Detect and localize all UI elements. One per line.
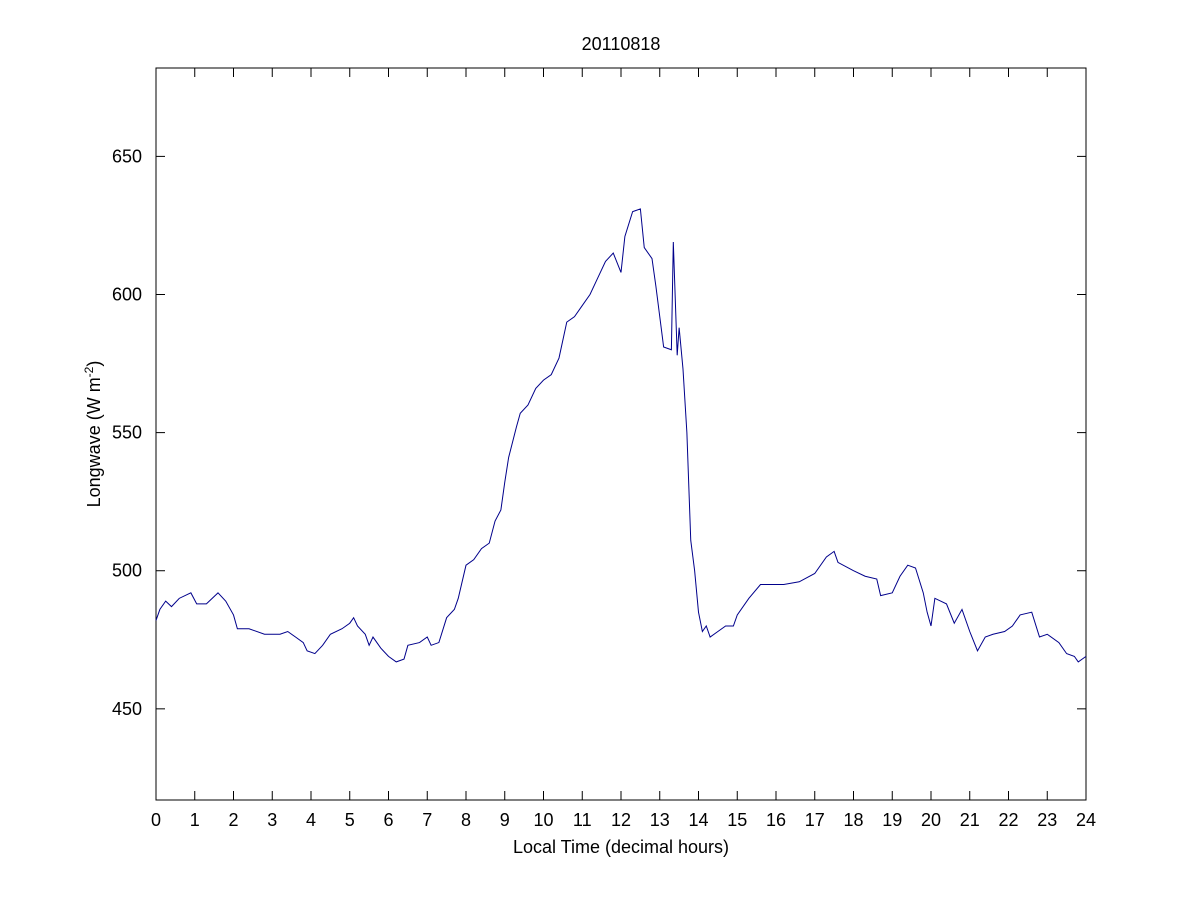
x-tick-label: 19 <box>882 810 902 830</box>
x-tick-label: 4 <box>306 810 316 830</box>
y-axis-label-end: ) <box>84 361 104 367</box>
y-axis-label: Longwave (W m-2) <box>82 361 104 508</box>
x-tick-label: 24 <box>1076 810 1096 830</box>
x-tick-label: 14 <box>688 810 708 830</box>
x-tick-label: 21 <box>960 810 980 830</box>
chart-title: 20110818 <box>582 34 661 54</box>
x-tick-label: 9 <box>500 810 510 830</box>
data-line <box>155 208 1087 663</box>
x-tick-label: 17 <box>805 810 825 830</box>
x-tick-label: 12 <box>611 810 631 830</box>
x-tick-label: 7 <box>422 810 432 830</box>
x-tick-label: 8 <box>461 810 471 830</box>
x-tick-label: 5 <box>345 810 355 830</box>
x-tick-label: 15 <box>727 810 747 830</box>
x-tick-label: 18 <box>843 810 863 830</box>
y-tick-label: 650 <box>112 146 142 166</box>
x-tick-label: 0 <box>151 810 161 830</box>
x-tick-label: 6 <box>383 810 393 830</box>
x-tick-label: 11 <box>573 810 592 830</box>
x-tick-label: 23 <box>1037 810 1057 830</box>
y-tick-label: 600 <box>112 285 142 305</box>
x-tick-label: 1 <box>190 810 200 830</box>
x-tick-label: 22 <box>998 810 1018 830</box>
y-tick-label: 550 <box>112 423 142 443</box>
y-tick-label: 500 <box>112 561 142 581</box>
y-axis-label-superscript: -2 <box>82 366 96 377</box>
x-tick-label: 20 <box>921 810 941 830</box>
x-tick-label: 10 <box>533 810 553 830</box>
x-tick-label: 13 <box>650 810 670 830</box>
y-tick-label: 450 <box>112 699 142 719</box>
x-tick-label: 16 <box>766 810 786 830</box>
y-axis-label-main: Longwave (W m <box>84 377 104 507</box>
x-tick-label: 2 <box>228 810 238 830</box>
x-axis-label: Local Time (decimal hours) <box>513 837 729 857</box>
x-tick-label: 3 <box>267 810 277 830</box>
